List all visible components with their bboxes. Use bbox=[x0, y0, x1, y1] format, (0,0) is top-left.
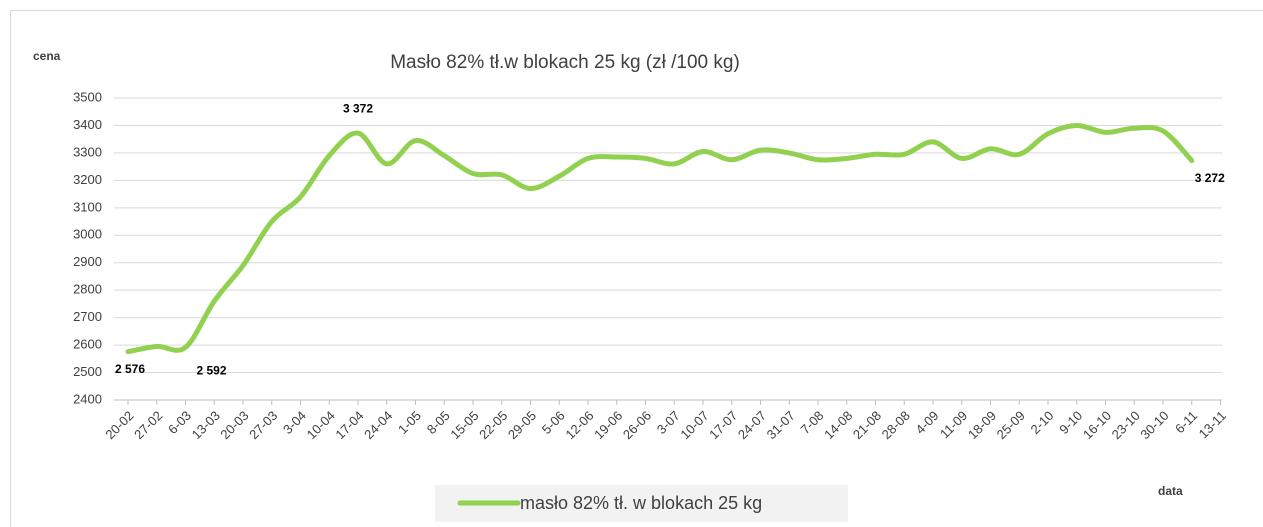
y-tick-label: 2900 bbox=[73, 254, 102, 269]
data-label: 3 372 bbox=[343, 101, 373, 115]
y-tick-label: 3000 bbox=[73, 227, 102, 242]
legend-label: masło 82% tł. w blokach 25 kg bbox=[520, 493, 762, 513]
y-tick-label: 2700 bbox=[73, 309, 102, 324]
y-tick-label: 2400 bbox=[73, 391, 102, 406]
y-tick-label: 2600 bbox=[73, 337, 102, 352]
y-axis-label: cena bbox=[33, 49, 61, 63]
y-tick-label: 3200 bbox=[73, 172, 102, 187]
chart-frame bbox=[10, 10, 1263, 527]
y-tick-label: 3100 bbox=[73, 199, 102, 214]
y-tick-label: 3500 bbox=[73, 89, 102, 104]
data-line bbox=[125, 122, 1195, 355]
chart-title: Masło 82% tł.w blokach 25 kg (zł /100 kg… bbox=[390, 52, 740, 73]
data-label: 2 592 bbox=[196, 363, 226, 377]
x-axis-label: data bbox=[1158, 484, 1183, 498]
y-tick-label: 3400 bbox=[73, 117, 102, 132]
y-tick-label: 2800 bbox=[73, 282, 102, 297]
data-label: 2 576 bbox=[115, 362, 145, 376]
y-tick-label: 3300 bbox=[73, 144, 102, 159]
y-tick-label: 2500 bbox=[73, 364, 102, 379]
data-label: 3 272 bbox=[1195, 171, 1225, 185]
